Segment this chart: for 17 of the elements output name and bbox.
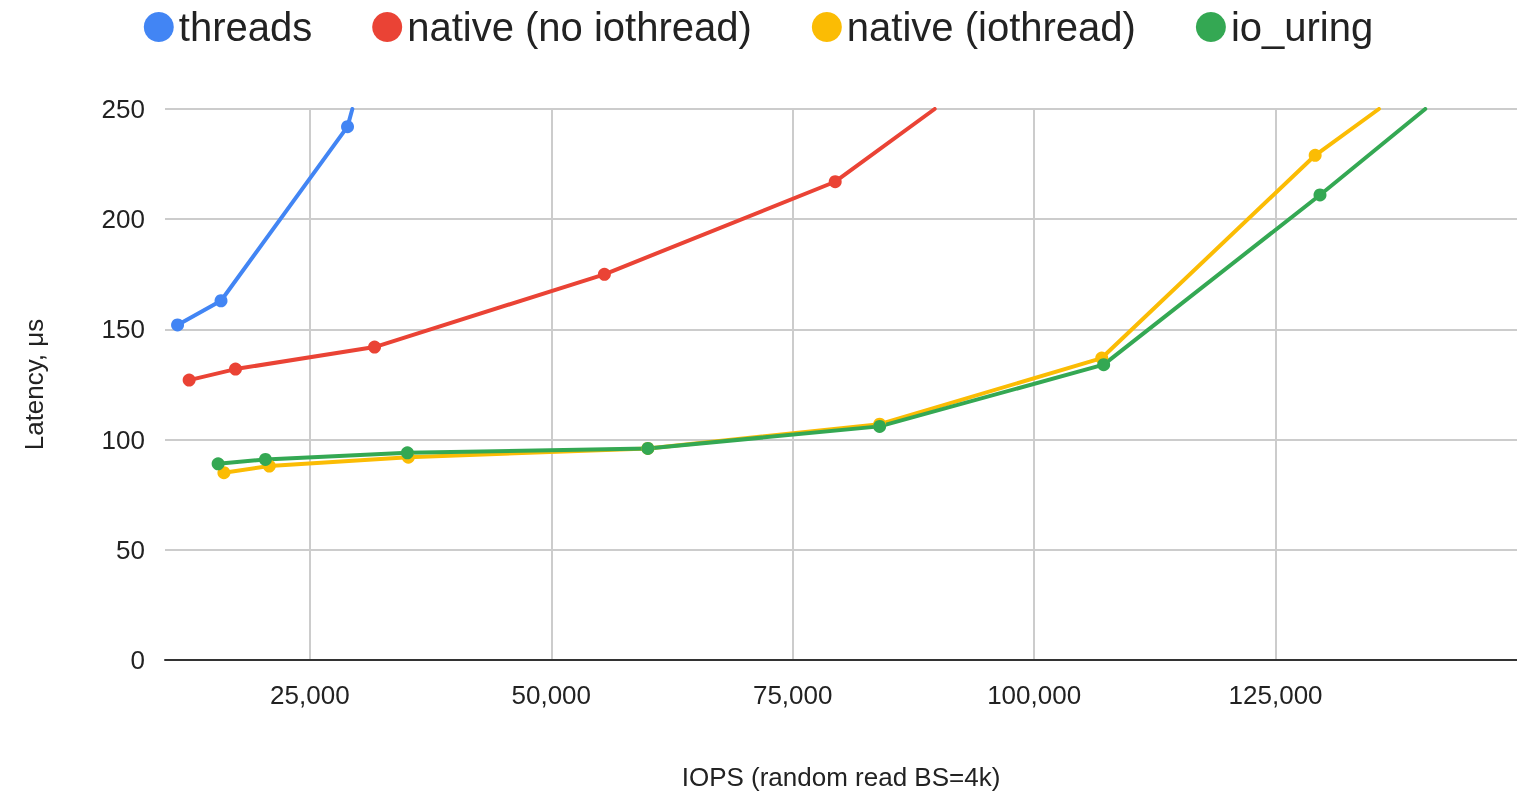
legend-label: native (iothread) [846,5,1136,49]
y-tick-label: 50 [116,534,145,565]
x-axis-title: IOPS (random read BS=4k) [681,762,1001,792]
y-tick-label: 0 [130,645,145,675]
y-tick-label: 150 [101,314,145,345]
y-tick-label: 250 [101,94,145,124]
y-tick-label: 200 [101,204,145,235]
x-tick-label: 125,000 [1228,680,1323,710]
x-tick-label: 100,000 [987,680,1082,710]
legend-label: threads [178,5,313,49]
legend-label: native (no iothread) [407,5,752,49]
legend-label: io_uring [1230,5,1374,49]
y-axis-title: Latency, μs [19,318,49,451]
y-tick-label: 100 [101,424,145,455]
x-tick-label: 50,000 [511,680,592,710]
x-tick-label: 25,000 [270,680,350,710]
x-tick-label: 75,000 [752,680,833,710]
